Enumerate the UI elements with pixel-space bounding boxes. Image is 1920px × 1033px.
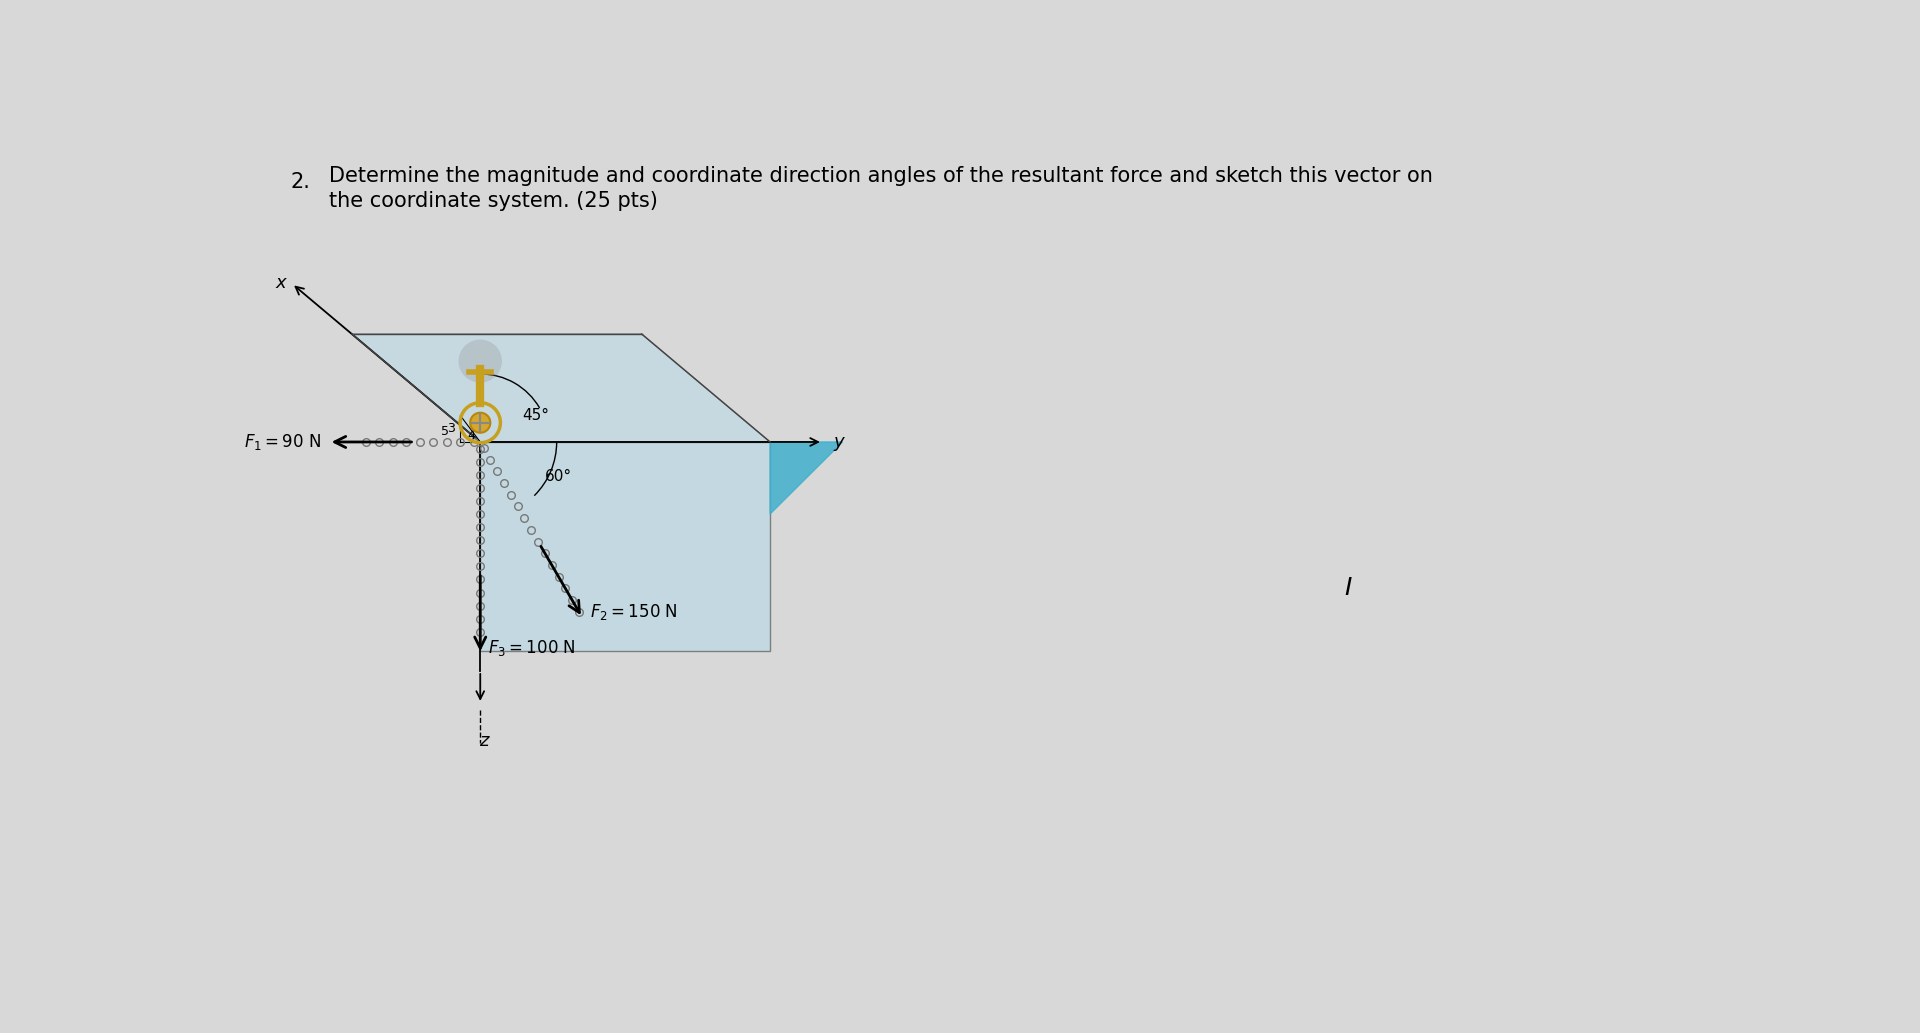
Circle shape	[470, 413, 490, 433]
Text: 60°: 60°	[545, 469, 572, 483]
Text: Determine the magnitude and coordinate direction angles of the resultant force a: Determine the magnitude and coordinate d…	[328, 166, 1432, 186]
Text: 4: 4	[467, 429, 474, 442]
Text: 2.: 2.	[290, 171, 311, 192]
Text: z: z	[478, 731, 488, 750]
Text: $F_3 = 100$ N: $F_3 = 100$ N	[488, 638, 576, 658]
Text: x: x	[275, 275, 286, 292]
Text: 45°: 45°	[522, 408, 549, 422]
Circle shape	[459, 340, 501, 382]
Text: 3: 3	[447, 422, 455, 435]
Text: I: I	[1344, 576, 1352, 600]
Polygon shape	[351, 334, 770, 442]
Text: the coordinate system. (25 pts): the coordinate system. (25 pts)	[328, 191, 659, 211]
Text: 5: 5	[442, 425, 449, 438]
Polygon shape	[770, 442, 843, 514]
Polygon shape	[480, 442, 770, 652]
Text: y: y	[833, 433, 845, 451]
Text: $F_2 = 150$ N: $F_2 = 150$ N	[589, 601, 678, 622]
Text: $F_1 = 90$ N: $F_1 = 90$ N	[244, 432, 321, 452]
